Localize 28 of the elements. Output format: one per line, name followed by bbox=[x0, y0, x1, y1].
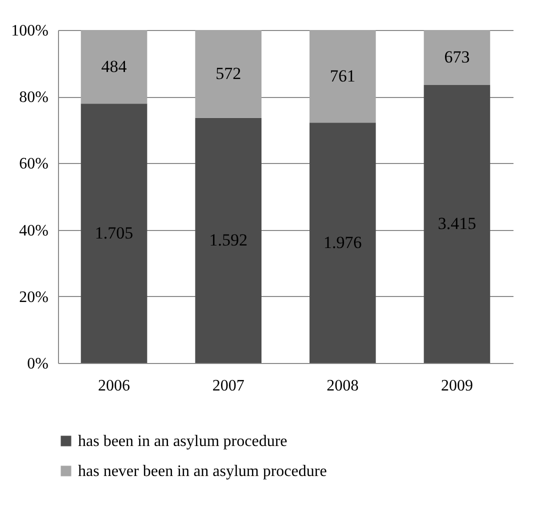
y-tick-label: 100% bbox=[11, 22, 48, 40]
bar bbox=[310, 30, 376, 123]
annotation: 572 bbox=[216, 64, 242, 83]
bar bbox=[424, 30, 490, 85]
bar bbox=[80, 104, 148, 363]
y-tick-label: 20% bbox=[19, 288, 48, 306]
bar bbox=[195, 30, 262, 118]
annotation: 761 bbox=[330, 66, 356, 86]
annotation: 1.705 bbox=[94, 223, 134, 242]
y-tick-label: 60% bbox=[19, 156, 48, 173]
annotation: 673 bbox=[444, 47, 470, 66]
x-tick-label: 2006 bbox=[98, 378, 130, 394]
y-tick-label: 80% bbox=[19, 89, 48, 106]
legend-label: has never been in an asylum procedure bbox=[78, 463, 327, 480]
x-tick-label: 2009 bbox=[440, 378, 473, 394]
bar bbox=[80, 30, 148, 104]
bar bbox=[424, 84, 490, 363]
y-tick-label: 40% bbox=[19, 222, 48, 240]
bar bbox=[195, 118, 262, 363]
y-tick-label: 0% bbox=[27, 356, 48, 372]
annotation: 484 bbox=[101, 56, 128, 76]
bar bbox=[310, 122, 376, 363]
annotation: 3.415 bbox=[438, 214, 476, 233]
annotation: 1.976 bbox=[324, 232, 362, 252]
x-tick-label: 2008 bbox=[326, 378, 359, 394]
annotation: 1.592 bbox=[209, 230, 248, 250]
legend-label: has been in an asylum procedure bbox=[78, 433, 288, 450]
x-tick-label: 2007 bbox=[212, 378, 244, 394]
